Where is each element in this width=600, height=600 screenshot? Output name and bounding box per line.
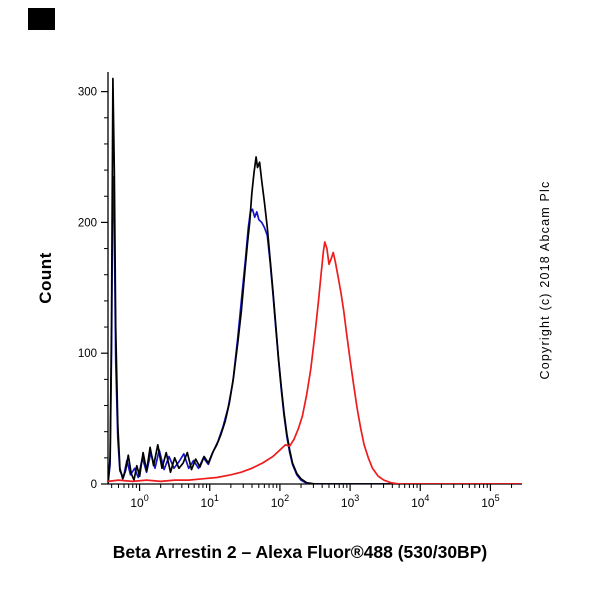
axes <box>107 72 522 485</box>
x-tick-label: 100 <box>130 493 148 510</box>
red-curve <box>108 241 522 484</box>
x-tick-label: 105 <box>481 493 499 510</box>
black-curve <box>108 77 522 484</box>
curves <box>108 77 522 484</box>
x-axis-ticks: 100 101 102 103 104 105 <box>111 484 513 510</box>
y-tick-label: 0 <box>91 479 97 491</box>
y-tick-label: 300 <box>78 87 97 99</box>
y-axis-label: Count <box>36 252 55 304</box>
figure-caption: Beta Arrestin 2 – Alexa Fluor®488 (530/3… <box>112 542 488 562</box>
copyright-text: Copyright (c) 2018 Abcam Plc <box>538 180 552 380</box>
x-tick-label: 101 <box>201 493 219 510</box>
y-tick-label: 100 <box>78 348 97 360</box>
y-axis-ticks: 0 100 200 300 <box>78 87 108 491</box>
y-tick-label: 200 <box>78 217 97 229</box>
x-tick-label: 104 <box>411 493 429 510</box>
x-tick-label: 102 <box>271 493 289 510</box>
x-tick-label: 103 <box>341 493 359 510</box>
corner-marker <box>28 8 55 30</box>
